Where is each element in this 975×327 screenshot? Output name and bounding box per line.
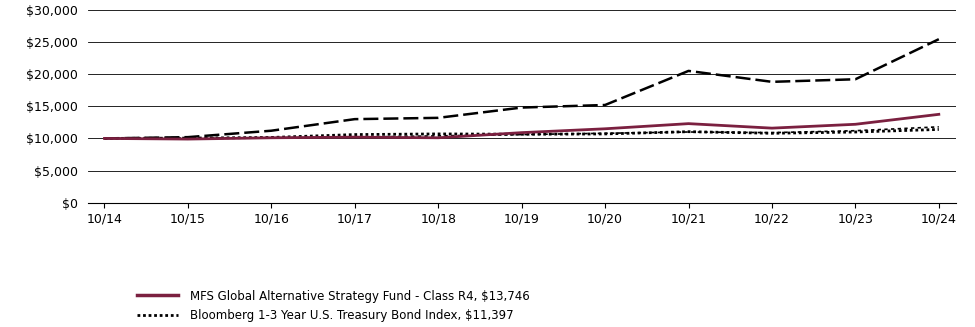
MFS Global Alternative Strategy Fund - Class R4, $13,746 — [933, 112, 945, 116]
Line: Bloomberg 1-3 Year U.S. Treasury Bond Index, $11,397: Bloomberg 1-3 Year U.S. Treasury Bond In… — [104, 129, 939, 138]
MSCI World Index (net div), $25,431 — [682, 69, 694, 73]
MFS Global Alternative Strategy Fund - Class R4, $13,746 — [349, 135, 361, 139]
Bloomberg 1-3 Year U.S. Treasury Bond Index, $11,397 — [682, 130, 694, 134]
MSCI World Index (net div), $25,431 — [766, 80, 778, 84]
MSCI World Index (net div), $25,431 — [849, 77, 861, 81]
MSCI World Index (net div), $25,431 — [432, 116, 444, 120]
ICE BofA 0-3 Month U.S. Treasury Bill Index, $11,800 — [849, 129, 861, 133]
MSCI World Index (net div), $25,431 — [265, 129, 277, 133]
ICE BofA 0-3 Month U.S. Treasury Bill Index, $11,800 — [766, 131, 778, 135]
Bloomberg 1-3 Year U.S. Treasury Bond Index, $11,397 — [349, 133, 361, 137]
ICE BofA 0-3 Month U.S. Treasury Bill Index, $11,800 — [516, 133, 527, 137]
MFS Global Alternative Strategy Fund - Class R4, $13,746 — [265, 136, 277, 140]
MSCI World Index (net div), $25,431 — [600, 103, 611, 107]
ICE BofA 0-3 Month U.S. Treasury Bill Index, $11,800 — [98, 136, 110, 140]
Bloomberg 1-3 Year U.S. Treasury Bond Index, $11,397 — [516, 132, 527, 136]
Bloomberg 1-3 Year U.S. Treasury Bond Index, $11,397 — [933, 128, 945, 131]
MFS Global Alternative Strategy Fund - Class R4, $13,746 — [600, 127, 611, 131]
Bloomberg 1-3 Year U.S. Treasury Bond Index, $11,397 — [432, 132, 444, 136]
ICE BofA 0-3 Month U.S. Treasury Bill Index, $11,800 — [182, 136, 194, 140]
MFS Global Alternative Strategy Fund - Class R4, $13,746 — [432, 136, 444, 140]
ICE BofA 0-3 Month U.S. Treasury Bill Index, $11,800 — [682, 130, 694, 134]
MFS Global Alternative Strategy Fund - Class R4, $13,746 — [849, 122, 861, 126]
MFS Global Alternative Strategy Fund - Class R4, $13,746 — [182, 137, 194, 141]
MFS Global Alternative Strategy Fund - Class R4, $13,746 — [98, 136, 110, 140]
MSCI World Index (net div), $25,431 — [182, 135, 194, 139]
ICE BofA 0-3 Month U.S. Treasury Bill Index, $11,800 — [432, 134, 444, 138]
Line: MSCI World Index (net div), $25,431: MSCI World Index (net div), $25,431 — [104, 39, 939, 138]
MSCI World Index (net div), $25,431 — [933, 37, 945, 41]
Line: ICE BofA 0-3 Month U.S. Treasury Bill Index, $11,800: ICE BofA 0-3 Month U.S. Treasury Bill In… — [104, 127, 939, 138]
Bloomberg 1-3 Year U.S. Treasury Bond Index, $11,397 — [600, 132, 611, 136]
Bloomberg 1-3 Year U.S. Treasury Bond Index, $11,397 — [849, 130, 861, 134]
ICE BofA 0-3 Month U.S. Treasury Bill Index, $11,800 — [349, 135, 361, 139]
MFS Global Alternative Strategy Fund - Class R4, $13,746 — [766, 126, 778, 130]
MFS Global Alternative Strategy Fund - Class R4, $13,746 — [516, 131, 527, 135]
Line: MFS Global Alternative Strategy Fund - Class R4, $13,746: MFS Global Alternative Strategy Fund - C… — [104, 114, 939, 139]
MSCI World Index (net div), $25,431 — [516, 106, 527, 110]
Bloomberg 1-3 Year U.S. Treasury Bond Index, $11,397 — [98, 136, 110, 140]
Bloomberg 1-3 Year U.S. Treasury Bond Index, $11,397 — [182, 136, 194, 140]
MSCI World Index (net div), $25,431 — [349, 117, 361, 121]
ICE BofA 0-3 Month U.S. Treasury Bill Index, $11,800 — [265, 136, 277, 140]
Legend: MFS Global Alternative Strategy Fund - Class R4, $13,746, Bloomberg 1-3 Year U.S: MFS Global Alternative Strategy Fund - C… — [137, 290, 530, 327]
MSCI World Index (net div), $25,431 — [98, 136, 110, 140]
Bloomberg 1-3 Year U.S. Treasury Bond Index, $11,397 — [265, 135, 277, 139]
ICE BofA 0-3 Month U.S. Treasury Bill Index, $11,800 — [933, 125, 945, 129]
ICE BofA 0-3 Month U.S. Treasury Bill Index, $11,800 — [600, 131, 611, 135]
MFS Global Alternative Strategy Fund - Class R4, $13,746 — [682, 122, 694, 126]
Bloomberg 1-3 Year U.S. Treasury Bond Index, $11,397 — [766, 131, 778, 135]
